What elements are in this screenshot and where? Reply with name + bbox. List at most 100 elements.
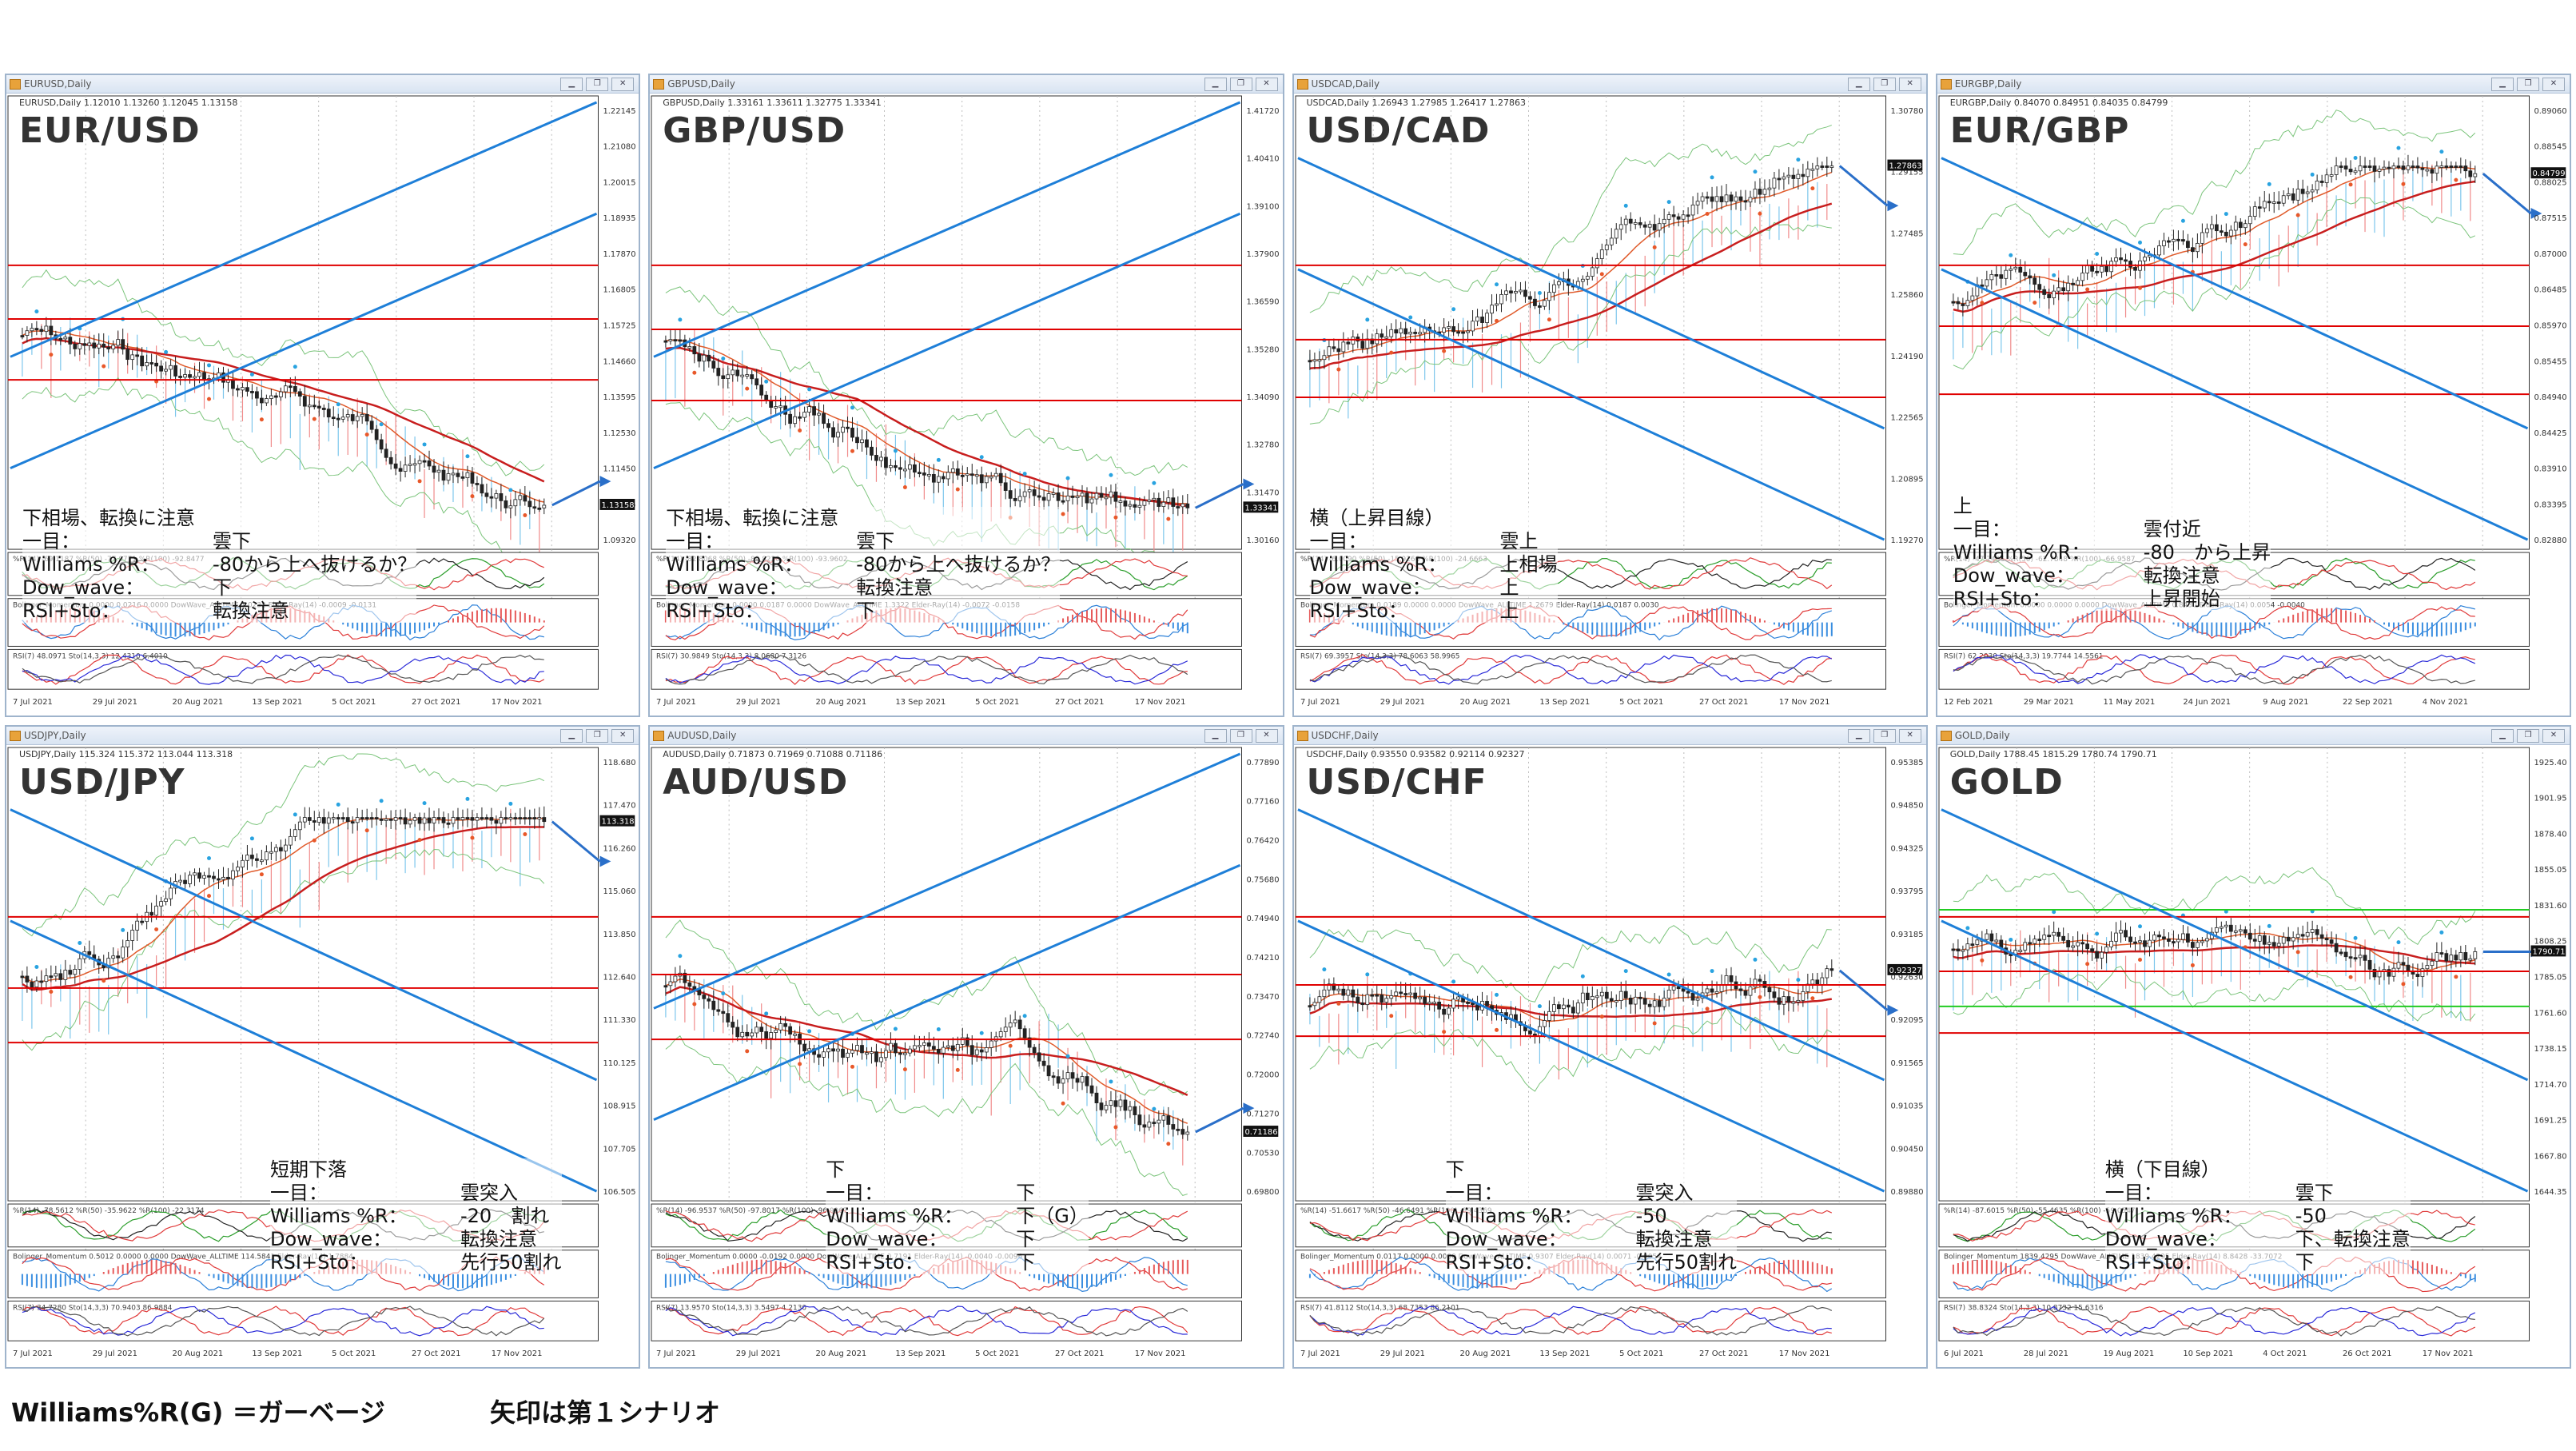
close-icon[interactable]: ✕ — [1898, 78, 1921, 91]
notes-key: Williams %R： — [1953, 541, 2091, 564]
minimize-icon[interactable]: ▁ — [1847, 78, 1870, 91]
indicator-lines — [665, 654, 1188, 685]
window-titlebar[interactable]: USDCHF,Daily ▁ ❐ ✕ — [1293, 727, 1926, 745]
bollinger-lower — [665, 1035, 1188, 1196]
date-axis-tick: 5 Oct 2021 — [1619, 1349, 1663, 1358]
trend-channel-line — [10, 919, 598, 1193]
chart-window-gold[interactable]: GOLD,Daily ▁ ❐ ✕ GOLD,Daily 1788.45 1815.29 … — [1935, 725, 2571, 1369]
window-titlebar[interactable]: AUDUSD,Daily ▁ ❐ ✕ — [650, 727, 1283, 745]
notes-value: 下、転換注意 — [2295, 1228, 2411, 1250]
price-axis-tick: 106.505 — [603, 1188, 635, 1197]
notes-value: -80 から上昇 — [2143, 541, 2271, 564]
main-plot-frame — [1294, 95, 1886, 550]
notes-header: 横（上昇目線） — [1309, 507, 1444, 529]
main-plot-frame — [7, 747, 599, 1202]
pair-label: GBP/USD — [663, 110, 846, 151]
notes-key: 一目： — [1309, 530, 1368, 552]
window-titlebar[interactable]: EURUSD,Daily ▁ ❐ ✕ — [6, 75, 639, 94]
restore-icon[interactable]: ❐ — [1873, 78, 1896, 91]
close-icon[interactable]: ✕ — [611, 729, 635, 743]
chart-window-icon — [1296, 79, 1308, 90]
pair-label: AUD/USD — [663, 762, 849, 803]
minimize-icon[interactable]: ▁ — [1847, 729, 1870, 743]
window-titlebar[interactable]: GOLD,Daily ▁ ❐ ✕ — [1937, 727, 2570, 745]
notes-key: 一目： — [1445, 1182, 1503, 1204]
price-chart[interactable]: 118.680 117.470 116.260 115.060 113.850 112.6… — [6, 746, 639, 1367]
close-icon[interactable]: ✕ — [1898, 729, 1921, 743]
window-title: GBPUSD,Daily — [667, 78, 735, 90]
restore-icon[interactable]: ❐ — [586, 78, 609, 91]
notes-key: Dow_wave： — [666, 576, 788, 599]
chart-canvas: 118.680 117.470 116.260 115.060 113.850 112.6… — [7, 747, 636, 1358]
moving-average-short — [665, 978, 1188, 1124]
price-axis-tick: 0.89060 — [2534, 107, 2566, 116]
window-titlebar[interactable]: EURGBP,Daily ▁ ❐ ✕ — [1937, 75, 2570, 94]
notes-key: 一目： — [826, 1182, 884, 1204]
minimize-icon[interactable]: ▁ — [1204, 78, 1227, 91]
date-axis-tick: 27 Oct 2021 — [1055, 1349, 1104, 1358]
chart-info-line: GOLD,Daily 1788.45 1815.29 1780.74 1790.… — [1949, 749, 2157, 759]
price-axis-tick: 0.88545 — [2534, 143, 2566, 152]
indicator-lines — [22, 654, 545, 685]
price-axis-tick: 1.12530 — [603, 429, 635, 438]
chart-window-usd-chf[interactable]: USDCHF,Daily ▁ ❐ ✕ USDCHF,Daily 0.93550 0.93… — [1292, 725, 1928, 1369]
price-chart[interactable]: 0.89060 0.88545 0.88025 0.87515 0.87000 0.864… — [1937, 94, 2570, 716]
price-chart[interactable]: 0.95385 0.94850 0.94325 0.93795 0.93185 0.926… — [1294, 746, 1926, 1367]
price-axis-tick: 1.22565 — [1890, 414, 1923, 423]
close-icon[interactable]: ✕ — [2542, 729, 2565, 743]
price-chart[interactable]: 1925.40 1901.95 1878.40 1855.05 1831.60 1808.… — [1937, 746, 2570, 1367]
close-icon[interactable]: ✕ — [1255, 729, 1278, 743]
close-icon[interactable]: ✕ — [611, 78, 635, 91]
chart-window-icon — [10, 731, 21, 741]
window-title: GOLD,Daily — [1954, 730, 2010, 741]
price-chart[interactable]: 0.77890 0.77160 0.76420 0.75680 0.74940 0.742… — [650, 746, 1282, 1367]
window-titlebar[interactable]: USDJPY,Daily ▁ ❐ ✕ — [6, 727, 639, 745]
date-axis-tick: 4 Nov 2021 — [2422, 698, 2467, 707]
notes-value: -80から上へ抜けるか？ — [856, 553, 1061, 576]
chart-window-icon — [10, 79, 21, 90]
notes-value: 下 — [856, 600, 876, 622]
price-axis-tick: 111.330 — [603, 1016, 635, 1025]
scenario-arrow-head — [2530, 207, 2542, 219]
minimize-icon[interactable]: ▁ — [560, 78, 583, 91]
window-titlebar[interactable]: GBPUSD,Daily ▁ ❐ ✕ — [650, 75, 1283, 94]
restore-icon[interactable]: ❐ — [2517, 78, 2539, 91]
moving-average-long — [22, 826, 544, 991]
chart-window-aud-usd[interactable]: AUDUSD,Daily ▁ ❐ ✕ AUDUSD,Daily 0.71873 0.71… — [648, 725, 1284, 1369]
indicator-label: RSI(7) 30.9849 Sto(14,3,3) 8.0680 7.3126 — [656, 652, 806, 660]
restore-icon[interactable]: ❐ — [2517, 729, 2539, 743]
minimize-icon[interactable]: ▁ — [2491, 729, 2514, 743]
window-titlebar[interactable]: USDCAD,Daily ▁ ❐ ✕ — [1293, 75, 1926, 94]
close-icon[interactable]: ✕ — [2542, 78, 2565, 91]
date-axis-tick: 22 Sep 2021 — [2343, 698, 2393, 707]
indicator-label: %R(14) -87.6015 %R(50) -55.4635 %R(100) … — [1944, 1207, 2136, 1215]
notes-value: -80から上へ抜けるか？ — [213, 553, 417, 576]
price-axis-tick: 1738.15 — [2534, 1045, 2566, 1054]
date-axis-tick: 17 Nov 2021 — [1778, 1349, 1829, 1358]
minimize-icon[interactable]: ▁ — [2491, 78, 2514, 91]
restore-icon[interactable]: ❐ — [1873, 729, 1896, 743]
restore-icon[interactable]: ❐ — [1229, 729, 1252, 743]
chart-window-usd-jpy[interactable]: USDJPY,Daily ▁ ❐ ✕ USDJPY,Daily 115.324 115.… — [5, 725, 641, 1369]
chart-window-eur-gbp[interactable]: EURGBP,Daily ▁ ❐ ✕ EURGBP,Daily 0.84070 0.84… — [1935, 74, 2571, 717]
chart-window-usd-cad[interactable]: USDCAD,Daily ▁ ❐ ✕ USDCAD,Daily 1.26943 1.27… — [1292, 74, 1928, 717]
chart-window-gbp-usd[interactable]: GBPUSD,Daily ▁ ❐ ✕ GBPUSD,Daily 1.33161 1.33… — [648, 74, 1284, 717]
restore-icon[interactable]: ❐ — [1229, 78, 1252, 91]
chart-info-line: AUDUSD,Daily 0.71873 0.71969 0.71088 0.7… — [663, 749, 883, 759]
date-axis-tick: 7 Jul 2021 — [1300, 1349, 1340, 1358]
price-axis-tick: 1.32780 — [1247, 441, 1280, 450]
notes-value: 下 — [2295, 1251, 2315, 1274]
notes-header: 短期下落 — [270, 1158, 347, 1181]
chart-window-eur-usd[interactable]: EURUSD,Daily ▁ ❐ ✕ EURUSD,Daily 1.12010 1.13… — [5, 74, 641, 717]
close-icon[interactable]: ✕ — [1255, 78, 1278, 91]
minimize-icon[interactable]: ▁ — [560, 729, 583, 743]
restore-icon[interactable]: ❐ — [586, 729, 609, 743]
notes-key: 一目： — [666, 530, 724, 552]
last-price-tag — [2530, 167, 2566, 179]
notes-key: Williams %R： — [270, 1205, 408, 1227]
notes-row: RSI+Sto： 下 — [666, 600, 1060, 623]
minimize-icon[interactable]: ▁ — [1204, 729, 1227, 743]
notes-value: 雲下 — [2295, 1182, 2334, 1204]
trend-channel-line — [1941, 268, 2528, 541]
bollinger-upper — [1309, 125, 1832, 313]
